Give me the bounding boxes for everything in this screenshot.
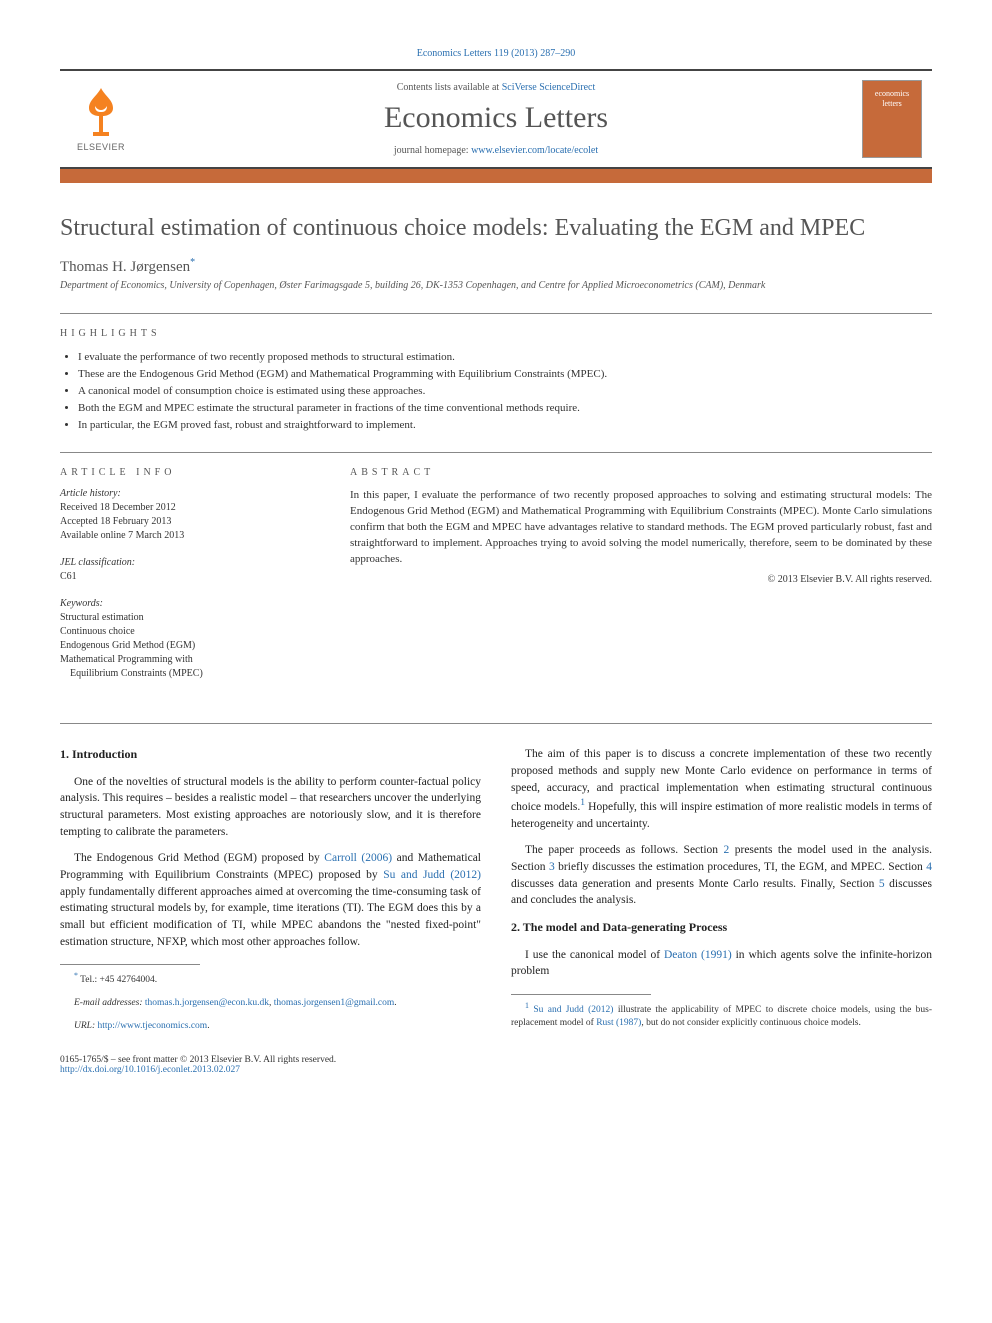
history-online: Available online 7 March 2013 (60, 529, 320, 543)
highlight-item: In particular, the EGM proved fast, robu… (78, 417, 932, 434)
highlights-heading: highlights (60, 328, 932, 339)
citation-link[interactable]: Rust (1987) (596, 1018, 641, 1028)
abstract-column: abstract In this paper, I evaluate the p… (350, 467, 932, 695)
contents-avail-prefix: Contents lists available at (397, 82, 502, 93)
doi-link[interactable]: http://dx.doi.org/10.1016/j.econlet.2013… (60, 1065, 240, 1075)
paragraph: The Endogenous Grid Method (EGM) propose… (60, 850, 481, 950)
cover-line1: economics (875, 89, 909, 99)
keyword: Endogenous Grid Method (EGM) (60, 639, 320, 653)
highlight-item: These are the Endogenous Grid Method (EG… (78, 366, 932, 383)
paragraph: One of the novelties of structural model… (60, 774, 481, 841)
history-accepted: Accepted 18 February 2013 (60, 515, 320, 529)
highlight-item: I evaluate the performance of two recent… (78, 349, 932, 366)
footnote-corresponding: * Tel.: +45 42764004. (60, 971, 481, 987)
journal-name: Economics Letters (384, 101, 608, 135)
keywords-label: Keywords: (60, 598, 320, 609)
article-info-column: article info Article history: Received 1… (60, 467, 320, 695)
body-text: 1. Introduction One of the novelties of … (60, 723, 932, 1041)
elsevier-tree-icon (77, 86, 125, 140)
section-heading-1: 1. Introduction (60, 746, 481, 763)
journal-reference-link[interactable]: Economics Letters 119 (2013) 287–290 (417, 48, 576, 59)
author-text: Thomas H. Jørgensen (60, 259, 190, 275)
citation-link[interactable]: Su and Judd (2012) (533, 1005, 613, 1015)
jel-label: JEL classification: (60, 557, 320, 568)
journal-homepage: journal homepage: www.elsevier.com/locat… (384, 145, 608, 156)
footnote-separator (511, 994, 651, 995)
paragraph: I use the canonical model of Deaton (199… (511, 947, 932, 980)
email-end: . (394, 998, 396, 1008)
cover-line2: letters (882, 99, 902, 109)
journal-cover-thumbnail[interactable]: economics letters (862, 80, 922, 158)
email-link[interactable]: thomas.jorgensen1@gmail.com (274, 998, 394, 1008)
keyword: Continuous choice (60, 625, 320, 639)
author-name: Thomas H. Jørgensen* (60, 257, 932, 276)
keyword: Mathematical Programming with (60, 653, 320, 667)
history-label: Article history: (60, 488, 320, 499)
email-link[interactable]: thomas.h.jorgensen@econ.ku.dk (145, 998, 269, 1008)
journal-reference: Economics Letters 119 (2013) 287–290 (60, 48, 932, 59)
text-run: I use the canonical model of (525, 949, 664, 961)
paragraph: The paper proceeds as follows. Section 2… (511, 842, 932, 909)
highlight-item: A canonical model of consumption choice … (78, 383, 932, 400)
text-run: apply fundamentally different approaches… (60, 886, 481, 948)
abstract-text: In this paper, I evaluate the performanc… (350, 488, 932, 568)
issn-line: 0165-1765/$ – see front matter © 2013 El… (60, 1055, 481, 1065)
text-run: , but do not consider explicitly continu… (641, 1018, 861, 1028)
keyword: Structural estimation (60, 611, 320, 625)
citation-link[interactable]: Deaton (1991) (664, 949, 732, 961)
footnote-separator (60, 964, 200, 965)
highlight-item: Both the EGM and MPEC estimate the struc… (78, 400, 932, 417)
url-link[interactable]: http://www.tjeconomics.com (98, 1021, 208, 1031)
citation-link[interactable]: Carroll (2006) (324, 852, 392, 864)
paragraph: The aim of this paper is to discuss a co… (511, 746, 932, 832)
text-run: briefly discusses the estimation procedu… (555, 861, 927, 873)
text-run: discusses data generation and presents M… (511, 878, 879, 890)
sciencedirect-link[interactable]: SciVerse ScienceDirect (502, 82, 596, 93)
elsevier-wordmark: ELSEVIER (77, 142, 125, 152)
author-affiliation: Department of Economics, University of C… (60, 280, 932, 291)
url-label: URL: (74, 1021, 98, 1031)
section-ref-link[interactable]: 4 (926, 861, 932, 873)
corr-tel: Tel.: +45 42764004. (78, 976, 157, 986)
citation-link[interactable]: Su and Judd (2012) (383, 869, 481, 881)
abstract-heading: abstract (350, 467, 932, 478)
orange-divider-bar (60, 169, 932, 183)
article-info-heading: article info (60, 467, 320, 478)
highlights-list: I evaluate the performance of two recent… (60, 349, 932, 434)
footnote-1: 1 Su and Judd (2012) illustrate the appl… (511, 1001, 932, 1030)
author-corr-mark[interactable]: * (190, 257, 195, 268)
email-label: E-mail addresses: (74, 998, 145, 1008)
article-title: Structural estimation of continuous choi… (60, 213, 932, 243)
footnote-email: E-mail addresses: thomas.h.jorgensen@eco… (60, 997, 481, 1010)
jel-code: C61 (60, 570, 320, 584)
text-run: The paper proceeds as follows. Section (525, 844, 724, 856)
page-footer: 0165-1765/$ – see front matter © 2013 El… (60, 1055, 932, 1075)
elsevier-logo[interactable]: ELSEVIER (70, 80, 132, 158)
divider (60, 313, 932, 314)
keyword: Equilibrium Constraints (MPEC) (60, 667, 320, 681)
url-end: . (207, 1021, 209, 1031)
journal-header: ELSEVIER Contents lists available at Sci… (60, 69, 932, 169)
abstract-copyright: © 2013 Elsevier B.V. All rights reserved… (350, 574, 932, 585)
homepage-link[interactable]: www.elsevier.com/locate/ecolet (471, 145, 598, 156)
history-received: Received 18 December 2012 (60, 501, 320, 515)
contents-available: Contents lists available at SciVerse Sci… (384, 82, 608, 93)
section-heading-2: 2. The model and Data-generating Process (511, 919, 932, 936)
text-run: The Endogenous Grid Method (EGM) propose… (74, 852, 324, 864)
homepage-prefix: journal homepage: (394, 145, 471, 156)
footnote-url: URL: http://www.tjeconomics.com. (60, 1020, 481, 1033)
